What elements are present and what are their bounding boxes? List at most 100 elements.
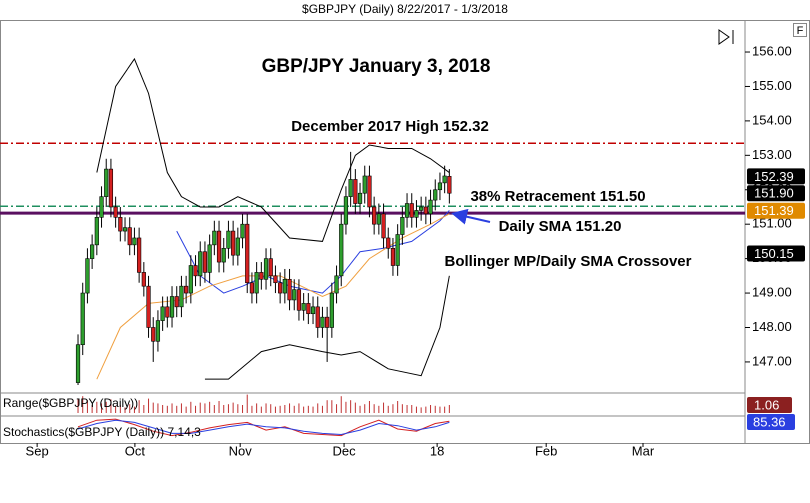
candle-body (259, 272, 264, 280)
candle-body (245, 223, 250, 284)
candle-body (419, 206, 424, 211)
candle-body (447, 176, 452, 194)
candle-body (160, 306, 165, 321)
annotation: December 2017 High 152.32 (291, 118, 489, 135)
candle-body (249, 282, 255, 294)
indicator-line (204, 275, 450, 380)
candle-body (146, 285, 151, 328)
candle-body (400, 217, 405, 235)
candle-body (231, 230, 236, 256)
candle-body (404, 203, 410, 218)
candle-body (273, 275, 278, 284)
candle-body (442, 175, 447, 184)
stochastics-value: 85.36 (753, 414, 786, 429)
stochastics-label: Stochastics($GBPJPY (Daily)) 7,14,3 (3, 425, 201, 439)
candle-body (339, 223, 344, 277)
range-box (747, 397, 792, 413)
candle-body (254, 272, 259, 294)
stochastic-line (77, 418, 450, 437)
range-label: Range($GBPJPY (Daily)) (3, 396, 138, 410)
y-tick-label: 153.00 (752, 147, 792, 162)
candle-body (334, 275, 339, 294)
candle-body (357, 192, 363, 204)
x-tick-label: Dec (333, 443, 357, 458)
candle-body (75, 344, 81, 383)
end-icon[interactable] (718, 29, 734, 45)
plot (0, 57, 745, 385)
stochastics-box (747, 414, 795, 430)
candle-body (151, 327, 156, 342)
candle-body (310, 306, 316, 315)
x-tick-label: Oct (125, 443, 146, 458)
price-marker-label: 150.15 (754, 246, 794, 261)
candle-body (132, 237, 137, 246)
candle-body (127, 227, 132, 246)
candle-body (216, 230, 222, 263)
candle-body (104, 168, 109, 197)
candle-body (198, 251, 203, 277)
candle-body (99, 196, 104, 218)
candle-body (381, 213, 386, 239)
candle-body (207, 244, 212, 273)
price-marker (747, 245, 805, 262)
candle-body (184, 285, 189, 294)
indicator-line (176, 210, 450, 294)
y-tick-label: 154.00 (752, 112, 792, 127)
candle-body (386, 237, 391, 249)
candle-body (376, 213, 381, 225)
candle-body (414, 210, 419, 218)
price-marker-label: 151.39 (754, 203, 794, 218)
y-tick-label: 155.00 (752, 78, 792, 93)
price-marker-label: 152.39 (754, 169, 794, 184)
candle-body (235, 237, 240, 256)
y-tick-label: 149.00 (752, 284, 792, 299)
corner-label[interactable]: F (797, 25, 804, 37)
header: $GBPJPY (Daily) 8/22/2017 - 1/3/2018 (302, 2, 508, 16)
candle-body (367, 175, 372, 208)
x-tick-label: 18 (430, 443, 444, 458)
y-tick-label: 148.00 (752, 319, 792, 334)
candle-body (212, 230, 217, 246)
corner-box[interactable] (793, 23, 807, 37)
candle-body (122, 227, 128, 232)
candle-body (343, 196, 349, 225)
candle-body (395, 234, 400, 266)
candle-body (353, 179, 358, 204)
candle-body (287, 278, 292, 301)
candle-body (169, 296, 175, 318)
candle-body (202, 251, 208, 273)
price-marker (747, 185, 805, 202)
candle-body (390, 247, 396, 266)
candle-body (372, 206, 377, 225)
x-tick-label: Mar (632, 443, 655, 458)
candle-body (113, 206, 118, 218)
price-marker (747, 168, 805, 185)
candle-body (221, 247, 226, 263)
candle-body (362, 175, 367, 194)
candle-body (94, 217, 99, 246)
price-marker-label: 151.90 (754, 186, 794, 201)
candle-body (80, 292, 85, 346)
candle-body (301, 303, 306, 311)
annotation: 38% Retracement 151.50 (470, 188, 645, 205)
x-tick-label: Feb (535, 443, 557, 458)
candle-body (108, 168, 114, 208)
annotation: Daily SMA 151.20 (499, 218, 622, 235)
candle-body (282, 278, 287, 294)
candle-body (268, 258, 273, 277)
candle-body (179, 285, 184, 308)
candle-body (315, 306, 320, 328)
candle-body (320, 316, 325, 328)
candle-body (348, 179, 353, 197)
candle-body (296, 289, 302, 311)
y-tick-label: 151.00 (752, 216, 792, 231)
chart-title: GBP/JPY January 3, 2018 (262, 56, 491, 77)
candle-body (278, 282, 283, 294)
candle-body (329, 292, 334, 328)
candle-body (85, 258, 90, 294)
candle-body (240, 223, 245, 239)
candle-body (437, 182, 443, 191)
candle-body (325, 316, 330, 328)
candle-body (306, 303, 311, 315)
